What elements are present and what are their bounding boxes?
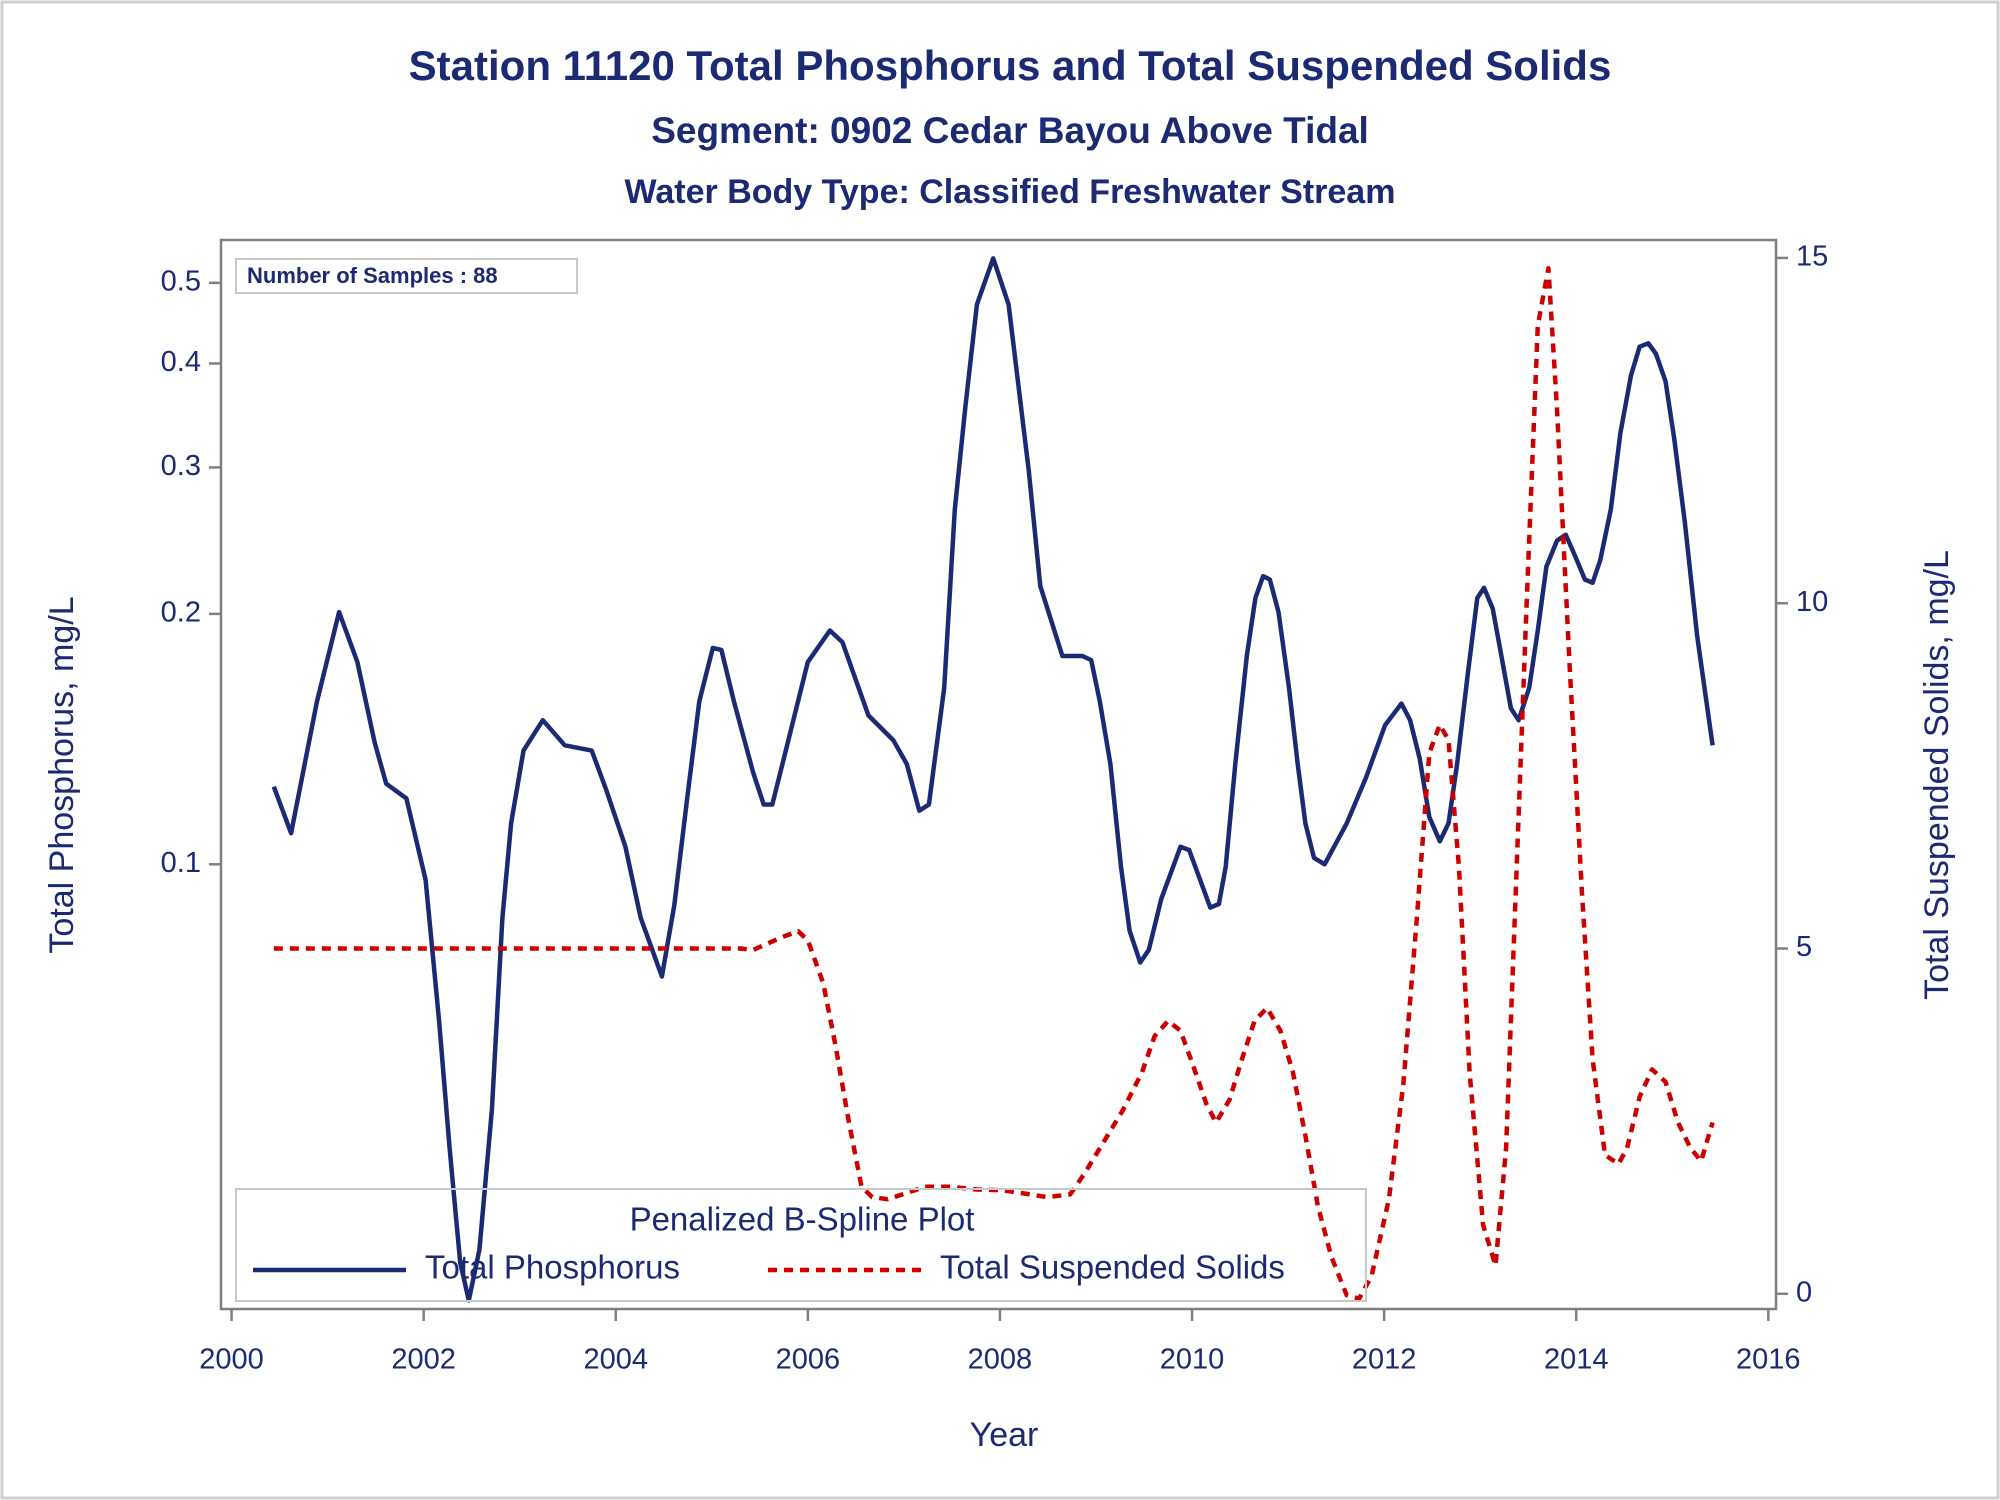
x-tick-label: 2006 xyxy=(776,1344,841,1376)
y2-tick-label: 5 xyxy=(1796,931,1812,963)
x-tick-label: 2012 xyxy=(1352,1344,1417,1376)
x-tick-label: 2010 xyxy=(1160,1344,1225,1376)
y-tick-label: 0.1 xyxy=(161,847,201,879)
plot-area xyxy=(219,238,1778,1311)
legend-label: Total Suspended Solids xyxy=(940,1249,1285,1286)
y-tick-label: 0.4 xyxy=(161,346,201,378)
y-tick-label: 0.5 xyxy=(161,266,201,298)
legend-label: Total Phosphorus xyxy=(425,1249,680,1286)
chart-subtitle: Water Body Type: Classified Freshwater S… xyxy=(625,173,1396,211)
legend-title: Penalized B-Spline Plot xyxy=(630,1201,975,1238)
x-tick-label: 2016 xyxy=(1736,1344,1801,1376)
chart-subtitle: Segment: 0902 Cedar Bayou Above Tidal xyxy=(651,110,1369,151)
x-axis-label: Year xyxy=(970,1416,1039,1454)
chart-title: Station 11120 Total Phosphorus and Total… xyxy=(409,42,1612,89)
y2-axis-label: Total Suspended Solids, mg/L xyxy=(1918,550,1956,1000)
y2-tick-label: 15 xyxy=(1796,241,1828,273)
y2-tick-label: 10 xyxy=(1796,586,1828,618)
x-tick-label: 2002 xyxy=(391,1344,456,1376)
data-line xyxy=(273,266,1715,1301)
legend-box xyxy=(235,1188,1367,1302)
annotation-box xyxy=(235,258,578,294)
x-tick-label: 2004 xyxy=(583,1344,648,1376)
y-axis-label: Total Phosphorus, mg/L xyxy=(43,596,81,953)
x-tick-label: 2014 xyxy=(1544,1344,1609,1376)
data-line xyxy=(271,256,1715,1303)
y2-tick-label: 0 xyxy=(1796,1276,1812,1308)
x-tick-label: 2000 xyxy=(199,1344,264,1376)
x-tick-label: 2008 xyxy=(968,1344,1033,1376)
y-tick-label: 0.2 xyxy=(161,597,201,629)
y-tick-label: 0.3 xyxy=(161,450,201,482)
annotation: Number of Samples : 88 xyxy=(247,263,498,288)
